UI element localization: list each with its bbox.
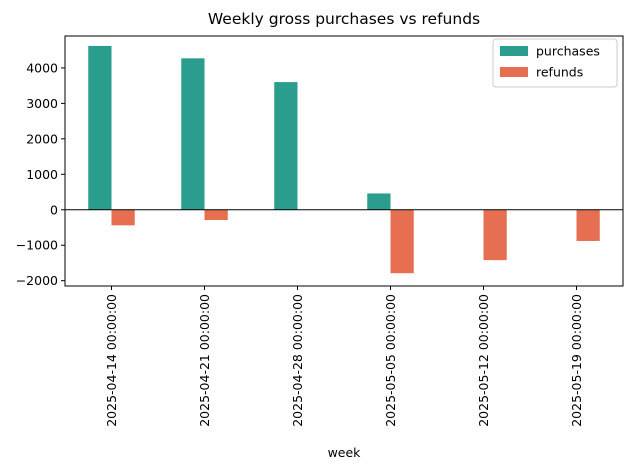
y-tick-label: 0 [50,202,58,217]
legend-swatch-purchases [500,46,528,56]
bar-purchases-3 [367,193,391,210]
x-axis-label: week [328,445,362,460]
x-tick-label: 2025-05-05 00:00:00 [383,294,398,427]
legend-label-purchases: purchases [536,44,600,59]
chart-title: Weekly gross purchases vs refunds [208,10,480,28]
bar-purchases-2 [274,82,298,210]
y-tick-label: 3000 [26,96,58,111]
plot-frame [64,35,624,287]
y-tick-label: −1000 [16,238,58,253]
y-tick-label: 4000 [26,60,58,75]
y-tick-label: 1000 [26,167,58,182]
x-axis: 2025-04-14 00:00:00 2025-04-21 00:00:00 20… [104,286,584,427]
bar-refunds-0 [111,209,135,226]
bar-purchases-1 [181,58,205,210]
bar-refunds-5 [576,209,600,241]
y-tick-label: 2000 [26,131,58,146]
bar-purchases-0 [88,45,112,210]
y-tick-label: −2000 [16,273,58,288]
bar-refunds-1 [204,209,228,221]
legend: purchases refunds [492,38,618,88]
y-axis: −2000 −1000 0 1000 2000 3000 4000 [16,60,65,288]
bars-layer [88,45,600,274]
x-tick-label: 2025-05-19 00:00:00 [569,294,584,427]
x-tick-label: 2025-04-21 00:00:00 [197,294,212,427]
x-tick-label: 2025-04-14 00:00:00 [104,294,119,427]
legend-swatch-refunds [500,67,528,77]
legend-label-refunds: refunds [536,65,583,80]
x-tick-label: 2025-04-28 00:00:00 [290,294,305,427]
bar-refunds-4 [483,209,507,261]
bar-refunds-3 [390,209,414,274]
x-tick-label: 2025-05-12 00:00:00 [476,294,491,427]
